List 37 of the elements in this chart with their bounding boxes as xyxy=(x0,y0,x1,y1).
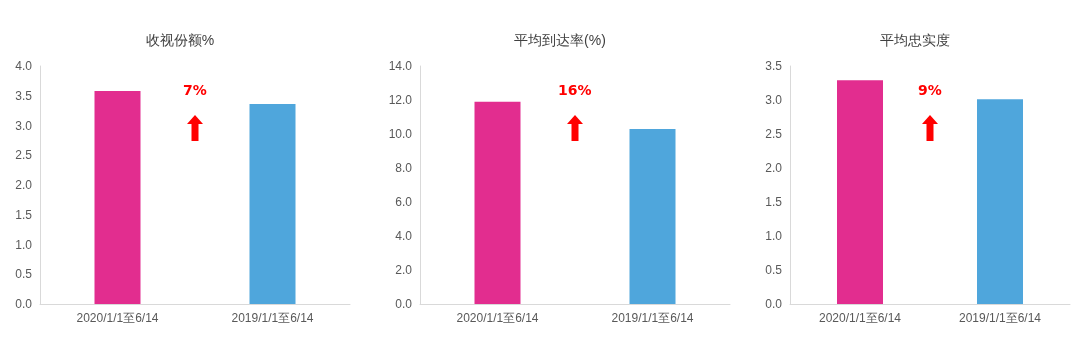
y-tick-label: 2.0 xyxy=(395,263,413,277)
y-tick-label: 1.5 xyxy=(765,195,783,209)
x-tick-label: 2019/1/1至6/14 xyxy=(231,311,314,325)
y-tick-label: 1.0 xyxy=(15,237,33,252)
y-tick-label: 14.0 xyxy=(388,59,413,73)
annotation: 9% xyxy=(918,82,942,98)
y-tick-label: 4.0 xyxy=(15,59,33,73)
y-tick-label: 0.0 xyxy=(15,297,33,311)
y-tick-label: 2.5 xyxy=(15,148,33,163)
y-tick-label: 2.0 xyxy=(765,161,783,175)
y-tick-label: 3.0 xyxy=(765,93,783,107)
annotation: 7% xyxy=(183,82,207,98)
y-tick-label: 1.5 xyxy=(15,207,33,222)
y-tick-label: 3.5 xyxy=(15,88,33,103)
y-tick-label: 6.0 xyxy=(395,195,413,209)
y-tick-label: 4.0 xyxy=(395,229,413,243)
y-tick-label: 1.0 xyxy=(765,229,783,243)
y-tick-label: 3.0 xyxy=(15,118,33,133)
x-tick-label: 2020/1/1至6/14 xyxy=(456,311,539,325)
y-tick-label: 0.5 xyxy=(765,263,783,277)
y-tick-label: 10.0 xyxy=(388,127,413,141)
y-tick-label: 12.0 xyxy=(388,93,413,107)
x-tick-label: 2019/1/1至6/14 xyxy=(611,311,694,325)
annotation: 16% xyxy=(558,82,592,98)
y-tick-label: 2.0 xyxy=(15,178,33,192)
chart-title: 收视份额% xyxy=(145,32,215,48)
y-tick-label: 0.0 xyxy=(765,297,783,311)
x-tick-label: 2020/1/1至6/14 xyxy=(818,311,902,325)
x-tick-label: 2020/1/1至6/14 xyxy=(76,311,159,325)
y-tick-label: 2.5 xyxy=(765,127,783,141)
chart-title: 平均忠实度 xyxy=(880,32,950,48)
x-tick-label: 2019/1/1至6/14 xyxy=(958,311,1042,325)
y-tick-label: 3.5 xyxy=(765,59,783,73)
y-tick-label: 8.0 xyxy=(395,161,413,175)
y-tick-label: 0.5 xyxy=(15,267,33,282)
y-tick-label: 0.0 xyxy=(395,297,413,311)
chart-title: 平均到达率(%) xyxy=(514,32,606,48)
